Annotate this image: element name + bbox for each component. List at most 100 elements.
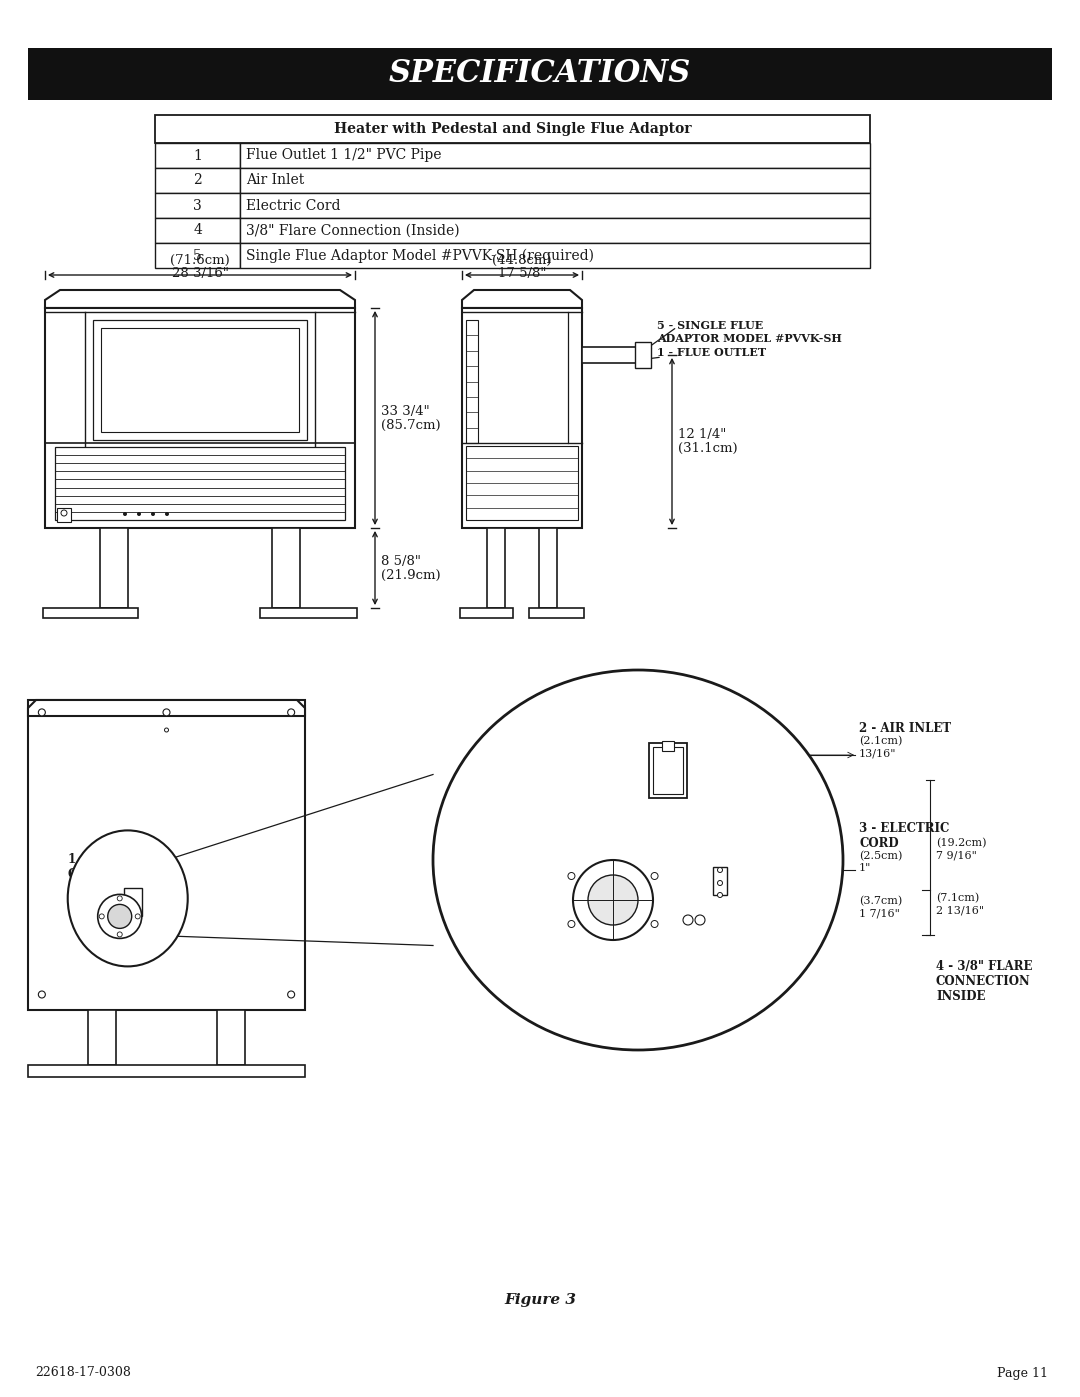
Text: (19.2cm): (19.2cm) — [936, 838, 986, 848]
Bar — [649, 742, 687, 798]
Bar — [156, 115, 870, 142]
Bar — [260, 608, 357, 617]
Bar — [240, 193, 870, 218]
Circle shape — [287, 990, 295, 997]
Text: Flue Outlet 1 1/2" PVC Pipe: Flue Outlet 1 1/2" PVC Pipe — [246, 148, 442, 162]
Circle shape — [573, 861, 653, 940]
Text: 17 5/8": 17 5/8" — [498, 267, 546, 279]
Text: 12 1/4": 12 1/4" — [678, 427, 726, 441]
Bar — [124, 888, 141, 916]
Text: 8 5/8": 8 5/8" — [381, 555, 421, 567]
Text: Electric Cord: Electric Cord — [246, 198, 340, 212]
Text: SPECIFICATIONS: SPECIFICATIONS — [389, 59, 691, 89]
Bar — [662, 740, 674, 750]
Text: 4 - 3/8" FLARE
CONNECTION
INSIDE: 4 - 3/8" FLARE CONNECTION INSIDE — [936, 960, 1032, 1003]
Text: (2.5cm): (2.5cm) — [859, 851, 903, 861]
Bar — [240, 142, 870, 168]
Circle shape — [651, 921, 658, 928]
Text: Air Inlet: Air Inlet — [246, 173, 305, 187]
Polygon shape — [28, 700, 305, 717]
Ellipse shape — [433, 671, 843, 1051]
Text: 1 7/16": 1 7/16" — [859, 908, 900, 918]
Polygon shape — [462, 291, 582, 307]
Bar — [487, 528, 505, 608]
Text: 1": 1" — [859, 863, 872, 873]
Bar — [713, 868, 727, 895]
Bar — [45, 307, 355, 528]
Circle shape — [135, 914, 140, 919]
Text: (21.9cm): (21.9cm) — [381, 569, 441, 581]
Circle shape — [118, 895, 122, 901]
Text: 2 13/16": 2 13/16" — [936, 905, 984, 915]
Bar — [156, 142, 240, 168]
Text: 3/8" Flare Connection (Inside): 3/8" Flare Connection (Inside) — [246, 224, 460, 237]
Bar — [272, 528, 300, 608]
Text: 5: 5 — [193, 249, 202, 263]
Circle shape — [108, 904, 132, 929]
Text: (71.6cm): (71.6cm) — [171, 254, 230, 267]
Text: 1 - FLUE
OUTLET: 1 - FLUE OUTLET — [68, 854, 124, 882]
Text: (2.1cm): (2.1cm) — [859, 736, 903, 746]
Text: 7 9/16": 7 9/16" — [936, 851, 977, 861]
Circle shape — [137, 511, 141, 515]
Bar — [28, 700, 305, 1010]
Circle shape — [163, 708, 170, 715]
Circle shape — [717, 868, 723, 873]
Circle shape — [39, 708, 45, 715]
Text: (31.1cm): (31.1cm) — [678, 441, 738, 455]
Text: (44.8cm): (44.8cm) — [492, 254, 552, 267]
Text: 33 3/4": 33 3/4" — [381, 405, 430, 418]
Bar — [156, 168, 240, 193]
Bar — [462, 307, 582, 528]
Text: (7.1cm): (7.1cm) — [936, 893, 980, 904]
Text: Page 11: Page 11 — [997, 1366, 1048, 1379]
Text: (3.7cm): (3.7cm) — [859, 895, 902, 907]
Bar — [217, 1010, 245, 1065]
Bar — [28, 1065, 305, 1077]
Bar — [465, 446, 578, 520]
Bar — [156, 193, 240, 218]
Bar — [240, 218, 870, 243]
Bar — [93, 320, 307, 440]
Bar — [55, 447, 345, 520]
Text: 22618-17-0308: 22618-17-0308 — [35, 1366, 131, 1379]
Bar — [240, 168, 870, 193]
Bar — [240, 243, 870, 268]
Text: 28 3/16": 28 3/16" — [172, 267, 229, 279]
Bar — [28, 47, 1052, 101]
Text: (15.6cm): (15.6cm) — [621, 1014, 672, 1024]
Text: 2: 2 — [193, 173, 202, 187]
Circle shape — [39, 990, 45, 997]
Circle shape — [60, 510, 67, 515]
Bar — [539, 528, 557, 608]
Circle shape — [118, 932, 122, 937]
Circle shape — [151, 511, 156, 515]
Bar — [653, 746, 683, 793]
Bar — [460, 608, 513, 617]
Bar — [156, 218, 240, 243]
Circle shape — [99, 914, 104, 919]
Bar — [156, 243, 240, 268]
Polygon shape — [45, 291, 355, 307]
Circle shape — [164, 728, 168, 732]
Circle shape — [588, 875, 638, 925]
Text: 4: 4 — [193, 224, 202, 237]
Bar — [465, 320, 478, 443]
Bar — [43, 608, 138, 617]
Circle shape — [287, 708, 295, 715]
Text: 3 - ELECTRIC
CORD: 3 - ELECTRIC CORD — [859, 821, 949, 849]
Circle shape — [717, 893, 723, 897]
Circle shape — [123, 511, 127, 515]
Text: 3 9/16": 3 9/16" — [608, 965, 649, 975]
Text: (3.8cm): (3.8cm) — [666, 983, 710, 995]
Text: 1 ½": 1 ½" — [675, 997, 701, 1007]
Text: Heater with Pedestal and Single Flue Adaptor: Heater with Pedestal and Single Flue Ada… — [334, 122, 691, 136]
Circle shape — [568, 921, 575, 928]
Bar — [529, 608, 584, 617]
Text: 5 - SINGLE FLUE
ADAPTOR MODEL #PVVK-SH: 5 - SINGLE FLUE ADAPTOR MODEL #PVVK-SH — [657, 320, 841, 344]
Bar — [582, 346, 647, 363]
Text: 1 - FLUE OUTLET: 1 - FLUE OUTLET — [657, 346, 766, 358]
Circle shape — [97, 894, 141, 939]
Ellipse shape — [68, 830, 188, 967]
Text: 6 1/8": 6 1/8" — [630, 1027, 663, 1037]
